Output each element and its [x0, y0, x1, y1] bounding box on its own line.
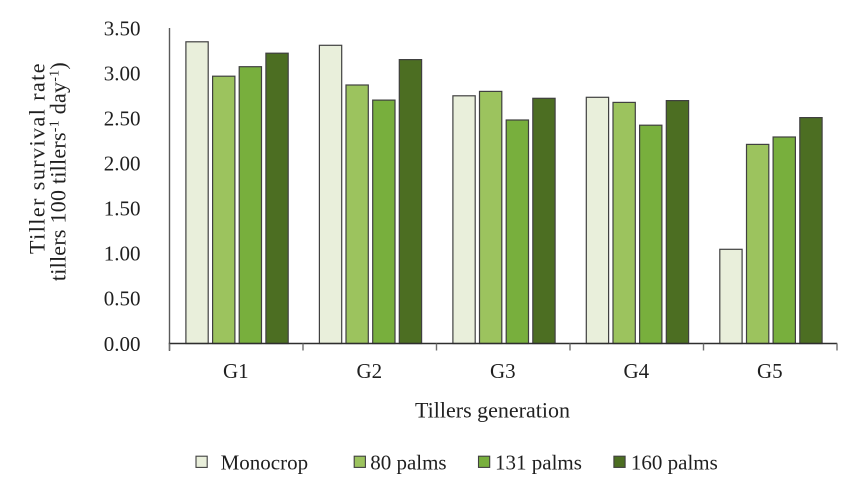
svg-text:2.00: 2.00 — [104, 152, 141, 176]
svg-text:G3: G3 — [490, 359, 516, 383]
svg-text:131 palms: 131 palms — [495, 451, 582, 475]
svg-text:0.00: 0.00 — [104, 332, 141, 356]
svg-text:Tillers generation: Tillers generation — [415, 397, 570, 422]
svg-text:1.00: 1.00 — [104, 242, 141, 266]
svg-text:Tiller survival rate: Tiller survival rate — [25, 62, 50, 254]
svg-text:G2: G2 — [356, 359, 382, 383]
svg-text:Monocrop: Monocrop — [221, 451, 309, 475]
svg-text:3.00: 3.00 — [104, 62, 141, 86]
svg-text:G1: G1 — [223, 359, 249, 383]
svg-text:2.50: 2.50 — [104, 107, 141, 131]
svg-text:G5: G5 — [757, 359, 783, 383]
svg-text:G4: G4 — [623, 359, 649, 383]
svg-text:160 palms: 160 palms — [631, 451, 718, 475]
svg-text:1.50: 1.50 — [104, 197, 141, 221]
svg-text:3.50: 3.50 — [104, 16, 141, 40]
svg-text:80 palms: 80 palms — [370, 451, 446, 475]
svg-text:tillers 100 tillers-1 day-1): tillers 100 tillers-1 day-1) — [45, 62, 70, 281]
svg-text:0.50: 0.50 — [104, 287, 141, 311]
